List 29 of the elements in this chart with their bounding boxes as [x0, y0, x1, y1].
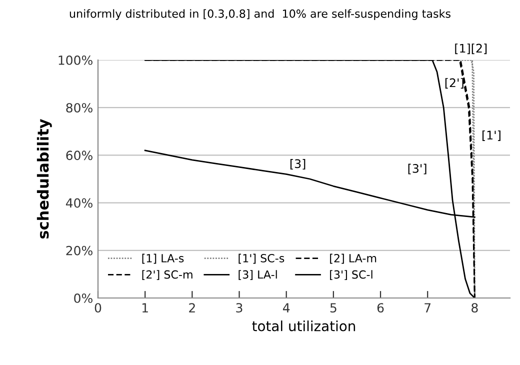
annotation: [3']: [408, 164, 426, 174]
x-tick-label: 2: [189, 303, 195, 312]
x-tick-label: 7: [424, 303, 431, 312]
y-tick-label: 0%: [74, 293, 92, 303]
x-axis-title: total utilization: [252, 320, 356, 332]
legend-label: [3] LA-l: [238, 270, 277, 280]
y-axis-title: schedulability: [36, 118, 52, 239]
x-tick-label: 5: [330, 303, 336, 313]
y-tick-label: 20%: [66, 246, 92, 256]
x-tick-label: 0: [94, 303, 102, 313]
legend-label: [2'] SC-m: [142, 270, 192, 280]
y-tick-label: 60%: [66, 150, 92, 160]
annotation: [3]: [290, 159, 306, 170]
x-tick-label: 1: [142, 303, 148, 312]
y-tick-label: 40%: [66, 198, 92, 208]
legend-label: [3'] SC-l: [330, 270, 372, 280]
x-tick-label: 8: [472, 303, 478, 313]
legend-label: [1] LA-s: [142, 254, 184, 264]
text: [1][2]: [455, 44, 487, 54]
legend-label: [2] LA-m: [330, 254, 376, 264]
legend-label: [1'] SC-s: [238, 254, 284, 264]
y-tick-label: 100%: [58, 55, 92, 65]
annotation: [2']: [445, 78, 464, 89]
y-tick-label: 80%: [66, 103, 92, 113]
x-tick-label: 3: [236, 303, 242, 313]
x-tick-label: 6: [377, 303, 384, 313]
x-tick-label: 4: [282, 303, 290, 312]
annotation: [1']: [482, 130, 500, 141]
chart-title: uniformly distributed in [0.3,0.8] and 10% are self-suspending tasks: [70, 9, 450, 20]
